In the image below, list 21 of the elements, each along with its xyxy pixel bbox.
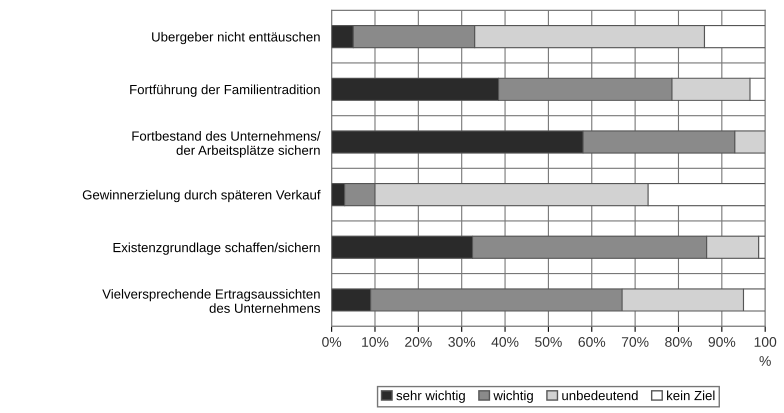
y-tick-label: Existenzgrundlage schaffen/sichern [114, 242, 320, 255]
x-tick-label: 90% [708, 337, 736, 347]
x-tick-label: 60% [578, 337, 606, 347]
legend-label: sehr wichtig [396, 390, 465, 403]
legend-label: kein Ziel [667, 390, 714, 400]
x-tick-label: 40% [491, 337, 518, 347]
y-tick-label: Ubergeber nicht enttäuschen [152, 32, 320, 44]
legend-label: wichtig [493, 390, 533, 403]
x-tick-label: 50% [535, 337, 562, 347]
x-tick-label: 80% [665, 337, 692, 347]
x-tick-label: 0% [322, 337, 342, 347]
x-tick-label: 70% [622, 337, 649, 347]
x-tick-label: 10% [362, 337, 388, 347]
x-tick-label: 100 % [754, 337, 776, 366]
y-tick-label: Vielversprechende Ertragsaussichten des Unternehmens [102, 289, 320, 313]
y-tick-label: Fortführung der Familientradition [130, 84, 320, 97]
y-tick-label: Gewinnerzielung durch späteren Verkauf [82, 190, 321, 202]
x-tick-label: 30% [448, 337, 476, 347]
x-tick-label: 20% [405, 337, 432, 347]
y-tick-label: Fortbestand des Unternehmens/ der Arbeitsplätze sichern [132, 131, 321, 158]
legend-label: unbedeutend [562, 390, 638, 400]
